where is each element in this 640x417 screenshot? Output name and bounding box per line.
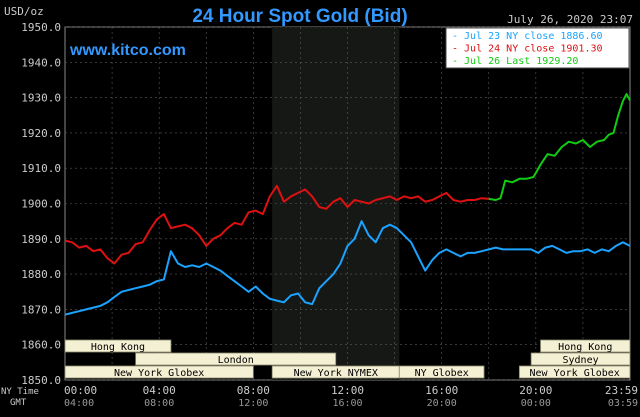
- session-bar: [540, 339, 631, 353]
- y-tick-label: 1910.0: [21, 162, 61, 175]
- x-tick-ny: 20:00: [519, 384, 552, 397]
- y-tick-label: 1920.0: [21, 127, 61, 140]
- session-label: New York Globex: [114, 368, 204, 379]
- session-label: Hong Kong: [558, 342, 612, 353]
- session-label: Sydney: [563, 355, 599, 366]
- x-tick-ny: 08:00: [237, 384, 270, 397]
- y-tick-label: 1890.0: [21, 233, 61, 246]
- session-label: London: [218, 355, 254, 366]
- x-tick-gmt: 12:00: [238, 398, 268, 409]
- session-bar: [64, 365, 254, 379]
- session-label: New York Globex: [530, 368, 620, 379]
- watermark: www.kitco.com: [69, 42, 186, 59]
- series-line-3: [488, 93, 631, 201]
- axes: 1850.0 1860.0 1870.0 1880.0 1890.0 1900.0 1910…: [21, 21, 638, 409]
- x-tick-ny: 04:00: [143, 384, 176, 397]
- x-tick-ny: 23:59: [605, 384, 638, 397]
- unit-label: USD/oz: [4, 5, 44, 18]
- x-tick-gmt: 00:00: [521, 398, 551, 409]
- session-bar: [135, 352, 337, 366]
- y-tick-label: 1850.0: [21, 374, 61, 387]
- legend-item: - Jul 26 Last 1929.20: [452, 56, 578, 67]
- market-sessions: Hong Kong Hong Kong London Sydney New York G…: [64, 339, 631, 379]
- y-tick-label: 1880.0: [21, 268, 61, 281]
- price-series: [64, 93, 631, 316]
- legend-item: - Jul 24 NY close 1901.30: [452, 44, 603, 55]
- x-tick-ny: 00:00: [64, 384, 97, 397]
- session-bar: [64, 339, 172, 353]
- x-tick-gmt: 16:00: [332, 398, 362, 409]
- x-tick-gmt: 04:00: [64, 398, 94, 409]
- y-tick-label: 1930.0: [21, 92, 61, 105]
- x-tick-ny: 12:00: [331, 384, 364, 397]
- chart-title: 24 Hour Spot Gold (Bid): [192, 6, 407, 27]
- y-tick-label: 1940.0: [21, 56, 61, 69]
- session-bar: [530, 352, 631, 366]
- legend-item: - Jul 23 NY close 1886.60: [452, 31, 603, 42]
- gmt-label: GMT: [10, 398, 27, 408]
- y-tick-label: 1870.0: [21, 303, 61, 316]
- x-tick-gmt: 08:00: [144, 398, 174, 409]
- legend-box: [445, 27, 630, 69]
- y-tick-label: 1900.0: [21, 198, 61, 211]
- series-line-1: [64, 220, 631, 316]
- x-tick-ny: 16:00: [425, 384, 458, 397]
- datetime-label: July 26, 2020 23:07: [507, 13, 633, 26]
- session-bar: [398, 365, 485, 379]
- y-tick-label: 1950.0: [21, 21, 61, 34]
- session-label: New York NYMEX: [294, 368, 378, 379]
- ny-time-label: NY Time: [1, 387, 39, 397]
- y-tick-label: 1860.0: [21, 339, 61, 352]
- session-bar: [518, 365, 631, 379]
- series-line-2: [64, 184, 489, 265]
- session-label: Hong Kong: [91, 342, 145, 353]
- x-tick-gmt: 20:00: [427, 398, 457, 409]
- session-label: NY Globex: [415, 368, 469, 379]
- x-tick-gmt: 03:59: [608, 398, 638, 409]
- legend: - Jul 23 NY close 1886.60 - Jul 24 NY clo…: [445, 27, 630, 69]
